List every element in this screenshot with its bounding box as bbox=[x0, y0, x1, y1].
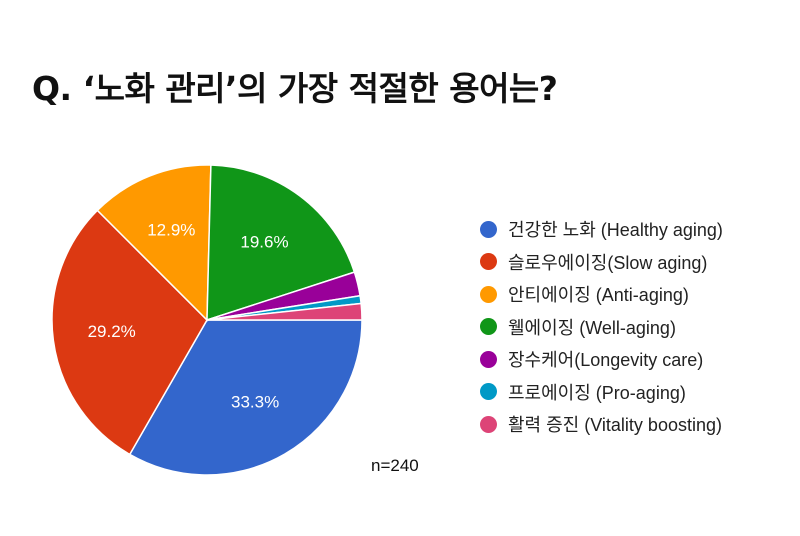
pie-slice-1 bbox=[128, 319, 363, 476]
legend-item-6: 프로에이징 (Pro-aging) bbox=[480, 376, 723, 409]
legend-swatch-icon bbox=[480, 253, 497, 271]
slice-value-label-3: 12.9% bbox=[147, 220, 195, 239]
legend-swatch-icon bbox=[480, 318, 497, 336]
legend-item-1: 건강한 노화 (Healthy aging) bbox=[480, 213, 723, 246]
legend-label: 안티에이징 (Anti-aging) bbox=[508, 285, 689, 306]
legend-swatch-icon bbox=[480, 220, 497, 238]
legend-item-5: 장수케어(Longevity care) bbox=[480, 343, 723, 376]
sample-size-label: n=240 bbox=[371, 456, 419, 475]
legend-label: 프로에이징 (Pro-aging) bbox=[508, 382, 686, 403]
pie-slice-3 bbox=[96, 164, 212, 322]
legend-item-7: 활력 증진 (Vitality boosting) bbox=[480, 408, 723, 441]
legend-swatch-icon bbox=[480, 350, 497, 368]
pie-slice-4 bbox=[206, 164, 356, 322]
legend-label: 웰에이징 (Well-aging) bbox=[508, 317, 676, 338]
pie-slice-7 bbox=[206, 302, 363, 321]
legend-item-4: 웰에이징 (Well-aging) bbox=[480, 311, 723, 344]
legend-swatch-icon bbox=[480, 285, 497, 303]
legend-label: 슬로우에이징(Slow aging) bbox=[508, 252, 708, 273]
legend-item-3: 안티에이징 (Anti-aging) bbox=[480, 278, 723, 311]
slice-value-label-2: 29.2% bbox=[88, 322, 136, 341]
legend-label: 장수케어(Longevity care) bbox=[508, 350, 704, 371]
legend-swatch-icon bbox=[480, 383, 497, 401]
chart-title: Q. ‘노화 관리’의 가장 적절한 용어는? bbox=[32, 69, 558, 108]
slice-value-label-4: 19.6% bbox=[240, 232, 288, 251]
legend-item-2: 슬로우에이징(Slow aging) bbox=[480, 246, 723, 279]
pie-slice-2 bbox=[51, 209, 208, 456]
chart-legend: 건강한 노화 (Healthy aging) 슬로우에이징(Slow aging)… bbox=[480, 213, 723, 441]
slice-value-label-1: 33.3% bbox=[231, 393, 279, 412]
legend-label: 활력 증진 (Vitality boosting) bbox=[508, 415, 722, 436]
legend-swatch-icon bbox=[480, 415, 497, 433]
legend-label: 건강한 노화 (Healthy aging) bbox=[508, 220, 723, 241]
